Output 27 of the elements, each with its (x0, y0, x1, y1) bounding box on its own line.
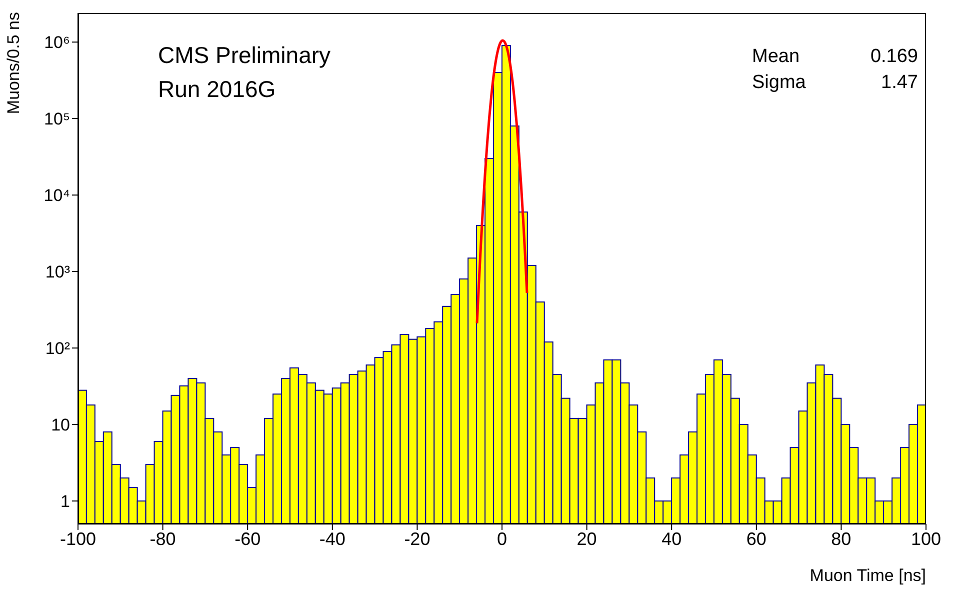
x-tick-label: -40 (319, 528, 346, 549)
x-tick-label: 20 (576, 528, 597, 549)
x-tick-label: 60 (746, 528, 766, 549)
x-tick-label: -100 (60, 528, 96, 549)
y-tick-label: 1 (60, 492, 70, 512)
y-tick-label: 10³ (45, 262, 70, 282)
annotation: CMS Preliminary (158, 42, 331, 69)
x-axis-title: Muon Time [ns] (810, 566, 926, 586)
x-tick-label: -60 (234, 528, 261, 549)
x-tick-label: 100 (910, 528, 942, 549)
y-tick-label: 10⁵ (44, 110, 70, 129)
annotation: Sigma (752, 72, 806, 94)
annotation: Mean (752, 46, 800, 68)
x-tick-label: 40 (662, 528, 682, 549)
annotation: Run 2016G (158, 76, 276, 103)
annotation: 0.169 (870, 46, 918, 68)
x-tick-label: 80 (831, 528, 852, 549)
y-tick-label: 10 (51, 416, 70, 435)
annotation: 1.47 (881, 72, 918, 94)
line-series (476, 39, 528, 325)
x-tick-label: -20 (404, 528, 430, 549)
y-tick-label: 10⁶ (44, 33, 70, 52)
y-tick-label: 10² (45, 339, 70, 358)
y-axis-title: Muons/0.5 ns (4, 12, 24, 114)
x-tick-label: -80 (150, 528, 176, 549)
x-tick-label: 0 (496, 528, 508, 549)
y-tick-label: 10⁴ (44, 186, 70, 206)
